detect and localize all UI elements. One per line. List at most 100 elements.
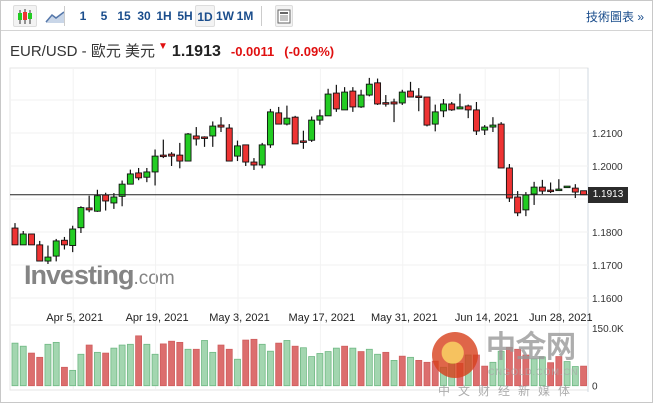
candle-body <box>176 154 184 162</box>
candlestick-icon <box>18 9 32 24</box>
instrument-name: EUR/USD - 歐元 美元 <box>10 43 156 60</box>
volume-bar <box>308 356 316 387</box>
volume-bar <box>324 351 332 387</box>
candle-body <box>225 127 233 162</box>
volume-bar <box>52 341 60 387</box>
volume-bar <box>382 351 390 387</box>
candle-body <box>349 90 357 108</box>
volume-bar <box>28 352 35 387</box>
candle-body <box>448 103 456 111</box>
timeframe-1w[interactable]: 1W <box>216 9 234 23</box>
y-tick-label: 1.2100 <box>592 129 623 140</box>
candle-body <box>143 171 151 178</box>
volume-bar <box>530 358 538 387</box>
volume-bar <box>316 353 324 387</box>
y-tick-label: 1.2000 <box>592 162 623 173</box>
volume-bar <box>357 351 365 387</box>
candle-body <box>36 244 44 262</box>
volume-bar <box>374 353 381 387</box>
timeframe-15[interactable]: 15 <box>117 9 131 23</box>
candle-body <box>234 145 241 157</box>
candle-body <box>456 106 464 110</box>
technical-chart-link[interactable]: 技術圖表 » <box>585 10 644 24</box>
last-price: 1.1913 <box>171 43 221 60</box>
volume-bar <box>580 365 587 387</box>
candle-body <box>563 185 571 189</box>
timeframe-5[interactable]: 5 <box>100 9 108 23</box>
plot-frame <box>9 67 589 391</box>
volume-bar <box>19 345 27 387</box>
candlestick-chart-button[interactable] <box>13 5 37 27</box>
volume-bar <box>571 366 579 387</box>
volume-bar <box>201 340 208 387</box>
volume-bar <box>489 361 497 387</box>
candle-body <box>497 123 505 169</box>
candle-body <box>102 194 110 202</box>
candle-body <box>283 117 291 125</box>
candle-body <box>275 112 283 125</box>
candle-body <box>472 109 480 132</box>
timeframe-30[interactable]: 30 <box>137 9 151 23</box>
candle-body <box>538 186 546 192</box>
volume-bar <box>267 350 274 387</box>
volume-bar <box>217 344 225 387</box>
volume-bar <box>514 348 522 387</box>
area-chart-icon <box>45 11 65 23</box>
volume-bar <box>275 342 283 387</box>
candle-body <box>258 144 266 166</box>
volume-bar <box>456 363 464 387</box>
volume-bar <box>77 353 85 387</box>
candle-body <box>522 194 530 211</box>
candle-body <box>505 167 513 199</box>
volume-bar <box>464 354 472 387</box>
candle-body <box>242 144 250 163</box>
timeframe-1d[interactable]: 1D <box>195 5 215 27</box>
volume-bar <box>423 361 431 387</box>
candle-body <box>209 125 217 137</box>
candle-body <box>316 115 324 121</box>
timeframe-1h[interactable]: 1H <box>156 9 172 23</box>
volume-bar <box>398 355 406 387</box>
volume-bar <box>448 363 456 387</box>
candle-body <box>514 196 522 214</box>
x-tick-label: May 3, 2021 <box>209 312 270 324</box>
candle-body <box>60 239 68 246</box>
timeframe-1m[interactable]: 1M <box>236 9 254 23</box>
volume-bar <box>110 347 118 387</box>
volume-bar <box>563 361 571 387</box>
volume-bar <box>209 351 217 387</box>
article-button[interactable] <box>275 5 293 27</box>
candle-body <box>489 124 497 128</box>
candle-body <box>374 82 382 105</box>
candle-body <box>118 183 126 197</box>
volume-bar <box>481 365 489 387</box>
candle-body <box>44 256 52 262</box>
timeframe-5h[interactable]: 5H <box>177 9 193 23</box>
timeframe-1[interactable]: 1 <box>79 9 87 23</box>
candle-body <box>423 96 431 126</box>
volume-bar <box>234 358 241 387</box>
volume-bar <box>407 356 414 387</box>
candle-body <box>77 207 85 229</box>
candle-body <box>201 136 208 139</box>
candle-body <box>431 111 439 125</box>
volume-bar <box>258 343 266 387</box>
volume-bar <box>415 359 423 387</box>
volume-bar <box>341 345 349 387</box>
line-chart-button[interactable] <box>43 5 67 27</box>
volume-bar <box>36 356 44 387</box>
candle-body <box>168 153 176 157</box>
candle-body <box>341 91 349 111</box>
volume-bar <box>126 343 134 387</box>
y-tick-label: 1.1600 <box>592 294 623 305</box>
candle-body <box>382 102 390 105</box>
volume-bar <box>440 366 447 387</box>
volume-bar <box>176 341 184 387</box>
volume-bar <box>168 340 175 387</box>
volume-bar <box>555 356 563 387</box>
volume-bar <box>61 366 68 387</box>
candle-body <box>135 172 143 179</box>
candle-body <box>250 161 258 166</box>
article-icon <box>277 9 291 24</box>
